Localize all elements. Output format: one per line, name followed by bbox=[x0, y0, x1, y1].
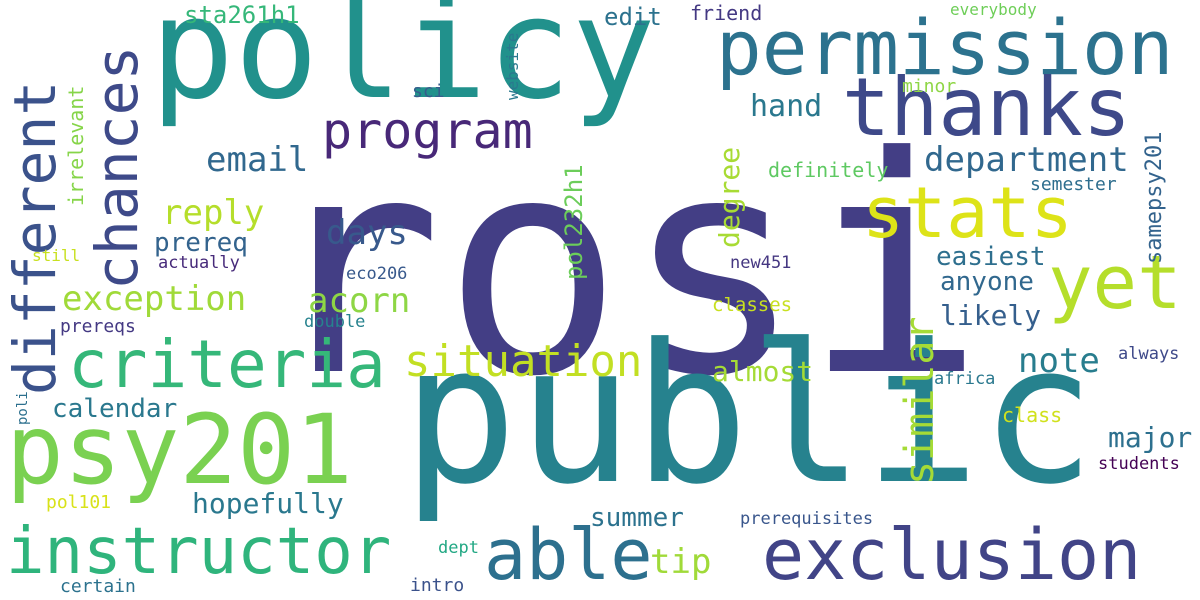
word-intro: intro bbox=[410, 575, 465, 596]
word-thanks: thanks bbox=[842, 61, 1131, 154]
word-pol101: pol101 bbox=[46, 492, 112, 513]
word-pol232h1: pol232h1 bbox=[560, 164, 588, 280]
word-classes: classes bbox=[712, 294, 793, 316]
word-instructor: instructor bbox=[6, 515, 392, 589]
word-anyone: anyone bbox=[940, 267, 1034, 297]
word-major: major bbox=[1108, 421, 1193, 454]
word-hand: hand bbox=[750, 89, 823, 124]
word-note: note bbox=[1018, 341, 1100, 381]
word-minor: minor bbox=[902, 76, 957, 97]
word-certain: certain bbox=[60, 576, 136, 597]
word-calendar: calendar bbox=[52, 394, 178, 424]
word-summer: summer bbox=[590, 503, 684, 533]
word-able: able bbox=[484, 514, 653, 596]
word-rosi: rosi bbox=[262, 93, 985, 442]
word-africa: africa bbox=[934, 369, 996, 389]
word-double: double bbox=[304, 312, 366, 332]
word-reply: reply bbox=[162, 193, 265, 233]
word-definitely: definitely bbox=[768, 158, 889, 182]
word-prereq: prereq bbox=[154, 228, 248, 258]
word-email: email bbox=[206, 140, 309, 180]
word-chances: chances bbox=[83, 45, 151, 290]
word-students: students bbox=[1098, 454, 1180, 474]
word-friend: friend bbox=[690, 1, 763, 25]
word-likely: likely bbox=[940, 299, 1042, 332]
word-eco206: eco206 bbox=[346, 264, 408, 284]
word-class: class bbox=[1002, 403, 1063, 427]
word-criteria: criteria bbox=[68, 326, 386, 403]
word-actually: actually bbox=[158, 253, 240, 273]
word-always: always bbox=[1118, 344, 1180, 364]
word-prereqs: prereqs bbox=[60, 316, 136, 337]
word-permission: permission bbox=[716, 3, 1174, 92]
word-degree: degree bbox=[713, 146, 746, 248]
word-prerequisites: prerequisites bbox=[740, 509, 874, 529]
word-poli: poli bbox=[15, 391, 31, 425]
word-everybody: everybody bbox=[950, 0, 1037, 19]
word-tip: tip bbox=[650, 542, 712, 582]
word-similar: similar bbox=[897, 316, 943, 485]
word-exception: exception bbox=[62, 279, 247, 319]
word-easiest: easiest bbox=[936, 242, 1046, 272]
word-website: website bbox=[503, 32, 522, 100]
word-policy: policy bbox=[150, 0, 656, 131]
word-still: still bbox=[32, 246, 81, 265]
word-situation: situation bbox=[404, 336, 643, 387]
word-different: different bbox=[1, 80, 69, 395]
word-program: program bbox=[322, 102, 533, 160]
word-samepsy201: samepsy201 bbox=[1142, 131, 1167, 264]
word-hopefully: hopefully bbox=[192, 487, 344, 520]
word-exclusion: exclusion bbox=[762, 514, 1142, 596]
word-yet: yet bbox=[1048, 240, 1182, 326]
word-new451: new451 bbox=[730, 253, 792, 273]
word-public: public bbox=[402, 304, 1096, 527]
word-dept: dept bbox=[438, 538, 479, 558]
word-irrelevant: irrelevant bbox=[64, 85, 88, 206]
word-sta261h1: sta261h1 bbox=[184, 1, 300, 29]
word-days: days bbox=[326, 213, 408, 253]
word-stats: stats bbox=[862, 172, 1073, 254]
word-edit: edit bbox=[604, 3, 662, 31]
word-department: department bbox=[924, 140, 1129, 180]
word-almost: almost bbox=[712, 355, 814, 388]
word-acorn: acorn bbox=[308, 281, 411, 321]
word-psy201: psy201 bbox=[6, 394, 353, 506]
word-sci: sci bbox=[412, 81, 445, 102]
word-semester: semester bbox=[1030, 174, 1117, 195]
